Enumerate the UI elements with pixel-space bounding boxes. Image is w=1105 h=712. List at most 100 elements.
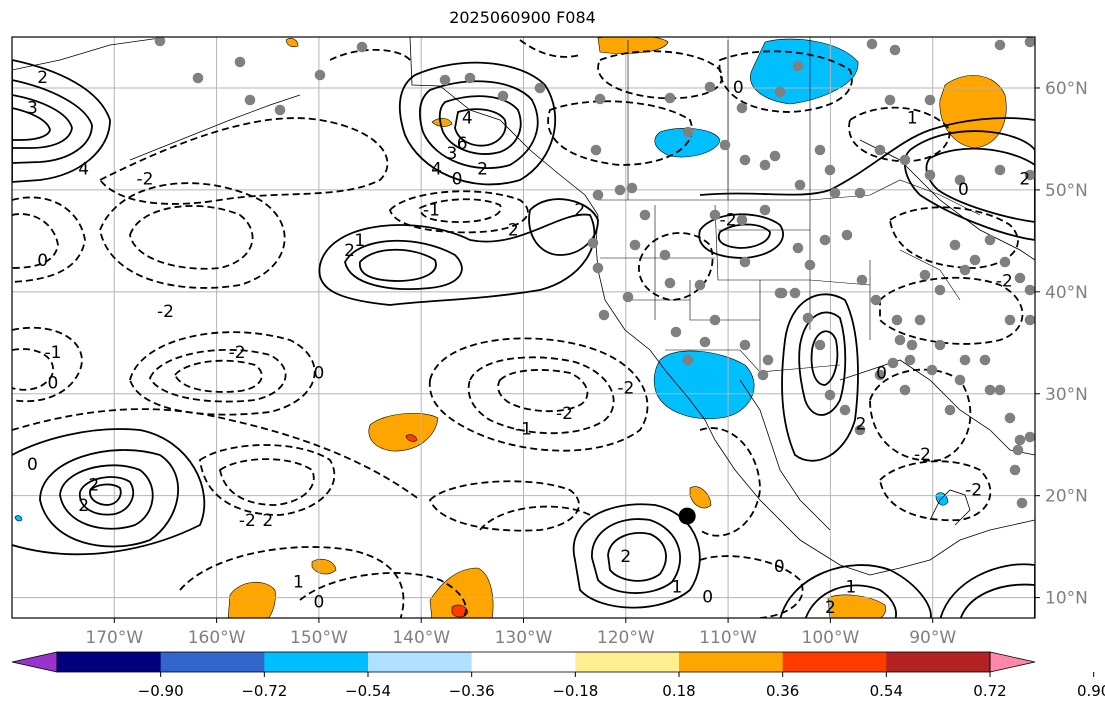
colorbar-tick-label: −0.18 — [552, 682, 598, 700]
contour-line-dashed — [467, 356, 615, 435]
contour-line-dashed — [699, 427, 761, 537]
station-dot — [794, 179, 806, 191]
contour-line-solid — [804, 584, 897, 618]
station-dot — [874, 369, 886, 381]
station-dot — [870, 294, 882, 306]
colorbar-segment — [160, 652, 265, 672]
contour-label: -1 — [515, 419, 532, 439]
coastline — [739, 379, 831, 531]
station-dot — [924, 169, 936, 181]
station-dot — [819, 234, 831, 246]
longitude-tick-label: 150°W — [290, 628, 348, 648]
station-dot — [954, 374, 966, 386]
station-dot — [904, 354, 916, 366]
station-dot — [889, 44, 901, 56]
contour-line-solid — [591, 518, 681, 594]
contour-line-solid — [698, 213, 784, 259]
longitude-tick-label: 130°W — [495, 628, 553, 648]
anomaly-shading — [368, 413, 439, 452]
contour-line-solid — [318, 213, 596, 306]
station-dot — [891, 314, 903, 326]
contour-line-dashed — [129, 205, 254, 270]
contour-line-solid — [89, 483, 122, 506]
station-dot — [592, 189, 604, 201]
colorbar-tick-label: −0.54 — [345, 682, 391, 700]
station-dot — [854, 187, 866, 199]
contour-line-solid — [419, 80, 539, 169]
station-dot — [814, 144, 826, 156]
contour-label: 2 — [1019, 170, 1030, 190]
contour-line-dashed — [869, 368, 972, 462]
contour-label: 0 — [313, 363, 324, 383]
contour-line-dashed — [149, 348, 287, 403]
station-dot — [356, 41, 368, 53]
contour-label: 0 — [958, 180, 969, 200]
station-dot — [719, 139, 731, 151]
longitude-tick-label: 110°W — [699, 628, 757, 648]
contour-label: -2 — [229, 343, 246, 363]
contour-line-dashed — [299, 572, 467, 618]
contour-line-solid — [572, 503, 701, 609]
contour-label: 2 — [344, 241, 355, 261]
anomaly-shading — [405, 434, 418, 442]
contour-line-solid — [607, 532, 667, 582]
station-dot — [979, 354, 991, 366]
coastline — [12, 37, 161, 71]
contour-label: -2 — [720, 210, 737, 230]
contour-label: 1 — [672, 577, 683, 597]
contour-line-dashed — [889, 206, 1019, 269]
station-dot — [757, 369, 769, 381]
contour-line-dashed — [129, 331, 316, 416]
contour-label: -2 — [965, 481, 982, 501]
station-dot — [739, 256, 751, 268]
colorbar-segment — [886, 652, 991, 672]
political-border — [689, 280, 760, 321]
latitude-tick-label: 20°N — [1045, 487, 1088, 507]
contour-line-dashed — [519, 39, 581, 58]
station-dot — [244, 94, 256, 106]
station-dot — [824, 389, 836, 401]
station-dot — [626, 182, 638, 194]
contour-label: 0 — [876, 363, 887, 383]
contour-line-solid — [12, 79, 93, 164]
colorbar-tick-label: 0.36 — [766, 682, 799, 700]
station-dot — [814, 339, 826, 351]
station-dot — [874, 144, 886, 156]
anomaly-shading — [311, 558, 337, 575]
contour-line-dashed — [497, 369, 589, 413]
map-area: 234-20464320-11222-20-2-20-10-1-2-2022-2… — [12, 37, 1035, 618]
contour-line-dashed — [428, 480, 580, 532]
contour-line-dashed — [718, 50, 853, 113]
station-dot — [739, 339, 751, 351]
station-dot — [759, 204, 771, 216]
station-dot — [1024, 431, 1035, 443]
station-dot — [919, 269, 931, 281]
contour-line-solid — [359, 248, 437, 282]
colorbar-tick-label: 0.18 — [662, 682, 695, 700]
contour-line-solid — [59, 464, 154, 530]
station-dot — [1024, 37, 1035, 48]
contour-line-dashed — [638, 232, 714, 301]
contour-label: 0 — [313, 593, 324, 613]
station-dot — [894, 334, 906, 346]
contour-line-dashed — [879, 276, 1024, 345]
station-dot — [866, 38, 878, 50]
station-dot — [154, 37, 166, 47]
contour-line-solid — [12, 59, 111, 183]
contour-line-dashed — [12, 348, 55, 391]
contour-line-solid — [12, 94, 73, 149]
contour-line-dashed — [12, 196, 86, 283]
station-dot — [944, 404, 956, 416]
contour-line-solid — [798, 311, 847, 416]
station-dot — [736, 102, 748, 114]
station-dot — [762, 354, 774, 366]
station-dot — [598, 309, 610, 321]
station-dot — [1024, 314, 1035, 326]
station-dot — [839, 404, 851, 416]
station-dot — [804, 259, 816, 271]
station-dot — [704, 81, 716, 93]
contour-label: 0 — [733, 78, 744, 98]
station-dot — [884, 94, 896, 106]
contour-line-solid — [810, 330, 839, 386]
contour-label: 2 — [477, 160, 488, 180]
